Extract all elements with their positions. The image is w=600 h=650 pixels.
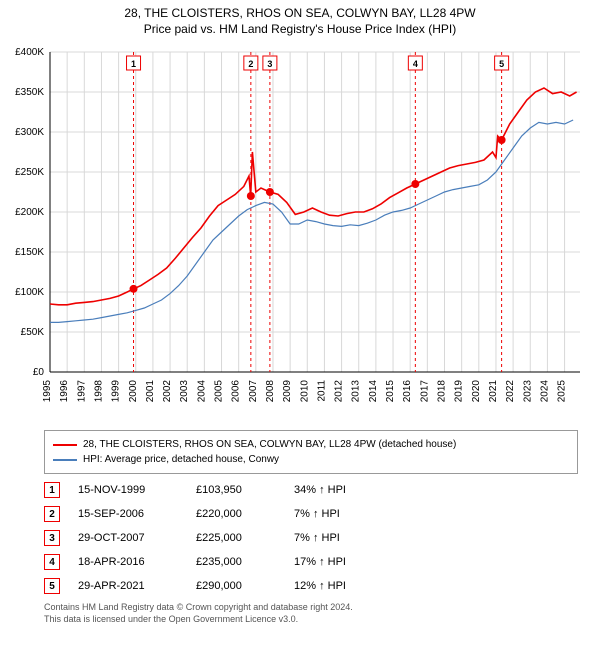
svg-text:3: 3 xyxy=(267,59,272,69)
svg-text:2005: 2005 xyxy=(214,380,225,403)
transaction-date: 29-APR-2021 xyxy=(78,580,178,592)
svg-text:2022: 2022 xyxy=(505,380,516,403)
svg-text:£150K: £150K xyxy=(15,247,44,258)
svg-text:£0: £0 xyxy=(33,367,45,378)
transaction-row: 2 15-SEP-2006 £220,000 7% ↑ HPI xyxy=(44,506,578,522)
transaction-marker: 5 xyxy=(44,578,60,594)
legend-swatch xyxy=(53,459,77,461)
svg-text:2021: 2021 xyxy=(488,380,499,403)
transaction-price: £290,000 xyxy=(196,580,276,592)
svg-text:1997: 1997 xyxy=(76,380,87,403)
svg-text:2008: 2008 xyxy=(265,380,276,403)
legend-box: 28, THE CLOISTERS, RHOS ON SEA, COLWYN B… xyxy=(44,430,578,474)
transaction-table: 1 15-NOV-1999 £103,950 34% ↑ HPI 2 15-SEP-200… xyxy=(44,482,578,594)
svg-text:£100K: £100K xyxy=(15,287,44,298)
svg-text:£400K: £400K xyxy=(15,47,44,58)
legend-label: 28, THE CLOISTERS, RHOS ON SEA, COLWYN B… xyxy=(83,437,456,452)
transaction-price: £225,000 xyxy=(196,532,276,544)
svg-text:£350K: £350K xyxy=(15,87,44,98)
svg-text:2: 2 xyxy=(248,59,253,69)
transaction-price: £103,950 xyxy=(196,484,276,496)
transaction-date: 29-OCT-2007 xyxy=(78,532,178,544)
legend-row: 28, THE CLOISTERS, RHOS ON SEA, COLWYN B… xyxy=(53,437,569,452)
transaction-price: £220,000 xyxy=(196,508,276,520)
transaction-date: 18-APR-2016 xyxy=(78,556,178,568)
transaction-pct: 12% ↑ HPI xyxy=(294,580,384,592)
footer-line-2: This data is licensed under the Open Gov… xyxy=(44,614,578,626)
svg-text:2001: 2001 xyxy=(145,380,156,403)
svg-text:2023: 2023 xyxy=(522,380,533,403)
legend-swatch xyxy=(53,444,77,446)
svg-text:4: 4 xyxy=(413,59,418,69)
legend-label: HPI: Average price, detached house, Conw… xyxy=(83,452,279,467)
transaction-row: 1 15-NOV-1999 £103,950 34% ↑ HPI xyxy=(44,482,578,498)
chart-title: 28, THE CLOISTERS, RHOS ON SEA, COLWYN B… xyxy=(0,0,600,20)
transaction-date: 15-SEP-2006 xyxy=(78,508,178,520)
svg-text:£200K: £200K xyxy=(15,207,44,218)
transaction-price: £235,000 xyxy=(196,556,276,568)
svg-text:2016: 2016 xyxy=(402,380,413,403)
svg-text:2019: 2019 xyxy=(454,380,465,403)
svg-text:2013: 2013 xyxy=(351,380,362,403)
svg-text:2010: 2010 xyxy=(299,380,310,403)
chart-area: £0 £50K £100K £150K £200K £250K £300K £350K £400… xyxy=(0,42,600,422)
svg-text:1998: 1998 xyxy=(93,380,104,403)
transaction-pct: 17% ↑ HPI xyxy=(294,556,384,568)
footer-line-1: Contains HM Land Registry data © Crown c… xyxy=(44,602,578,614)
svg-text:2002: 2002 xyxy=(162,380,173,403)
svg-text:2011: 2011 xyxy=(316,380,327,402)
svg-text:1996: 1996 xyxy=(59,380,70,403)
svg-text:2025: 2025 xyxy=(557,380,568,403)
svg-text:2014: 2014 xyxy=(368,380,379,403)
transaction-pct: 7% ↑ HPI xyxy=(294,532,384,544)
svg-text:2017: 2017 xyxy=(419,380,430,403)
svg-text:2018: 2018 xyxy=(436,380,447,403)
transaction-marker: 3 xyxy=(44,530,60,546)
transaction-marker: 2 xyxy=(44,506,60,522)
svg-text:1999: 1999 xyxy=(111,380,122,403)
svg-text:£50K: £50K xyxy=(21,327,45,338)
transaction-row: 4 18-APR-2016 £235,000 17% ↑ HPI xyxy=(44,554,578,570)
svg-text:2006: 2006 xyxy=(231,380,242,403)
transaction-pct: 7% ↑ HPI xyxy=(294,508,384,520)
svg-text:2004: 2004 xyxy=(196,380,207,403)
svg-text:5: 5 xyxy=(499,59,504,69)
transaction-marker: 4 xyxy=(44,554,60,570)
svg-text:2024: 2024 xyxy=(539,380,550,403)
transaction-date: 15-NOV-1999 xyxy=(78,484,178,496)
svg-text:2015: 2015 xyxy=(385,380,396,403)
chart-container: 28, THE CLOISTERS, RHOS ON SEA, COLWYN B… xyxy=(0,0,600,650)
svg-text:£300K: £300K xyxy=(15,127,44,138)
svg-text:£250K: £250K xyxy=(15,167,44,178)
chart-svg: £0 £50K £100K £150K £200K £250K £300K £350K £400… xyxy=(0,42,600,422)
svg-text:1: 1 xyxy=(131,59,136,69)
transaction-row: 5 29-APR-2021 £290,000 12% ↑ HPI xyxy=(44,578,578,594)
svg-text:2012: 2012 xyxy=(334,380,345,403)
footer-attribution: Contains HM Land Registry data © Crown c… xyxy=(44,602,578,625)
chart-subtitle: Price paid vs. HM Land Registry's House … xyxy=(0,20,600,42)
svg-text:2003: 2003 xyxy=(179,380,190,403)
svg-text:2020: 2020 xyxy=(471,380,482,403)
transaction-pct: 34% ↑ HPI xyxy=(294,484,384,496)
transaction-row: 3 29-OCT-2007 £225,000 7% ↑ HPI xyxy=(44,530,578,546)
legend-row: HPI: Average price, detached house, Conw… xyxy=(53,452,569,467)
svg-text:2009: 2009 xyxy=(282,380,293,403)
svg-text:1995: 1995 xyxy=(42,380,53,403)
svg-text:2007: 2007 xyxy=(248,380,259,403)
svg-text:2000: 2000 xyxy=(128,380,139,403)
transaction-marker: 1 xyxy=(44,482,60,498)
